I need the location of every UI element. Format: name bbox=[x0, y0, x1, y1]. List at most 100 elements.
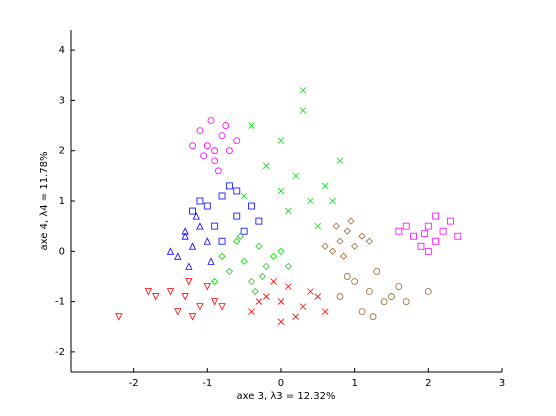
point bbox=[189, 142, 196, 150]
point bbox=[240, 257, 248, 265]
point bbox=[192, 212, 200, 220]
point bbox=[285, 283, 292, 290]
point bbox=[321, 182, 329, 190]
point bbox=[285, 207, 292, 215]
point bbox=[248, 202, 255, 210]
point bbox=[189, 207, 196, 215]
point bbox=[240, 192, 248, 200]
point bbox=[207, 117, 215, 124]
point bbox=[343, 227, 351, 235]
point bbox=[248, 308, 255, 315]
point bbox=[358, 308, 366, 316]
point bbox=[332, 222, 340, 230]
point bbox=[447, 217, 454, 225]
point bbox=[454, 232, 462, 240]
point bbox=[432, 237, 440, 245]
point bbox=[340, 252, 348, 260]
point bbox=[218, 192, 226, 200]
x-tick-label: -2 bbox=[129, 378, 139, 389]
x-tick-label: 1 bbox=[351, 378, 357, 389]
point bbox=[336, 157, 344, 165]
point bbox=[233, 187, 241, 195]
point bbox=[166, 247, 175, 255]
point bbox=[203, 142, 211, 150]
point bbox=[196, 222, 204, 230]
point bbox=[255, 242, 263, 250]
point bbox=[181, 232, 189, 240]
point bbox=[222, 122, 230, 129]
point bbox=[144, 288, 153, 296]
point bbox=[395, 227, 403, 235]
point bbox=[258, 272, 267, 281]
point bbox=[307, 288, 314, 295]
point bbox=[185, 262, 193, 270]
point bbox=[188, 242, 197, 250]
point bbox=[262, 262, 270, 270]
point bbox=[277, 137, 285, 144]
point bbox=[248, 122, 255, 129]
point bbox=[410, 232, 417, 240]
point bbox=[321, 242, 329, 250]
point bbox=[203, 202, 211, 210]
point bbox=[299, 87, 307, 94]
point bbox=[247, 277, 256, 286]
point bbox=[233, 137, 241, 145]
point bbox=[233, 212, 241, 220]
point bbox=[225, 267, 233, 275]
point bbox=[270, 278, 277, 285]
point bbox=[373, 268, 381, 275]
point bbox=[262, 162, 270, 170]
point bbox=[351, 278, 359, 285]
point bbox=[196, 127, 204, 134]
point bbox=[196, 303, 204, 311]
point bbox=[255, 298, 263, 305]
point bbox=[347, 217, 355, 225]
x-tick-label: 0 bbox=[278, 378, 284, 389]
x-axis-label: axe 3, λ3 = 12.32% bbox=[237, 391, 336, 402]
y-tick-label: -2 bbox=[55, 347, 65, 358]
y-tick-label: 4 bbox=[59, 45, 65, 56]
point bbox=[314, 293, 322, 300]
point bbox=[417, 242, 425, 250]
point bbox=[424, 247, 432, 255]
point bbox=[343, 273, 351, 280]
point bbox=[152, 293, 160, 301]
point bbox=[365, 288, 373, 295]
point bbox=[181, 227, 189, 235]
point bbox=[115, 313, 123, 321]
point bbox=[432, 212, 440, 220]
point bbox=[174, 252, 182, 260]
point bbox=[402, 298, 410, 305]
point bbox=[255, 217, 263, 225]
point bbox=[395, 283, 403, 290]
point bbox=[211, 157, 219, 165]
point bbox=[196, 197, 204, 205]
point bbox=[402, 222, 410, 230]
point bbox=[226, 182, 233, 190]
point bbox=[292, 172, 299, 180]
point bbox=[214, 167, 222, 175]
point bbox=[292, 313, 299, 320]
point bbox=[321, 308, 329, 315]
x-tick-label: 2 bbox=[425, 378, 431, 389]
point bbox=[439, 227, 447, 235]
point bbox=[188, 313, 197, 321]
point bbox=[424, 288, 432, 295]
x-tick-label: 3 bbox=[499, 378, 505, 389]
point bbox=[284, 262, 292, 270]
point bbox=[351, 242, 359, 250]
point bbox=[233, 237, 241, 245]
point bbox=[424, 222, 432, 230]
point bbox=[277, 318, 285, 325]
point bbox=[226, 147, 233, 155]
point bbox=[369, 313, 377, 321]
point bbox=[270, 252, 278, 260]
point bbox=[203, 283, 211, 291]
point bbox=[211, 298, 219, 306]
point bbox=[211, 277, 219, 286]
point bbox=[299, 303, 307, 310]
point bbox=[262, 293, 270, 300]
point bbox=[329, 197, 336, 205]
point bbox=[203, 237, 211, 245]
